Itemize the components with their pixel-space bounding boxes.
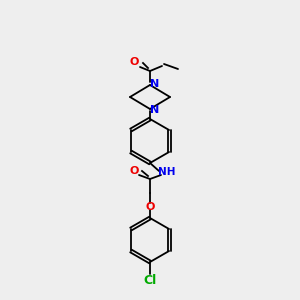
Text: N: N	[150, 105, 160, 115]
Text: Cl: Cl	[143, 274, 157, 286]
Text: N: N	[150, 79, 160, 89]
Text: O: O	[129, 57, 139, 67]
Text: NH: NH	[158, 167, 176, 177]
Text: O: O	[145, 202, 155, 212]
Text: O: O	[129, 166, 139, 176]
